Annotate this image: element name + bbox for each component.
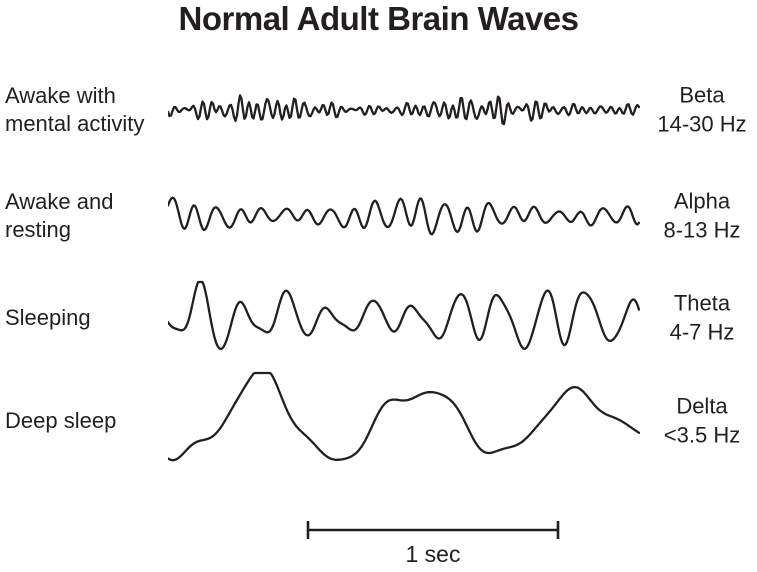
beta-wave-trace (168, 94, 640, 126)
wave-name: Beta (679, 82, 725, 108)
time-scale-bar (306, 521, 560, 539)
wave-name: Delta (676, 393, 728, 419)
wave-frequency-range: 14-30 Hz (657, 111, 747, 136)
wave-frequency-range: <3.5 Hz (663, 422, 741, 447)
condition-line: Deep sleep (5, 408, 117, 434)
wave-type-label-alpha: Alpha 8-13 Hz (648, 187, 756, 244)
condition-line: Awake with (5, 83, 116, 109)
condition-line: Awake and (5, 189, 114, 215)
wave-name: Theta (673, 290, 731, 316)
alpha-wave-trace (168, 196, 640, 236)
wave-name: Alpha (673, 188, 731, 214)
figure-title: Normal Adult Brain Waves (178, 0, 579, 37)
wave-type-label-theta: Theta 4-7 Hz (648, 289, 756, 346)
theta-wave-trace (168, 280, 640, 351)
condition-label-theta: Sleeping (5, 304, 165, 332)
wave-type-label-delta: Delta <3.5 Hz (648, 392, 756, 449)
delta-wave-trace (168, 371, 640, 462)
condition-label-beta: Awake with mental activity (5, 82, 165, 138)
condition-line: resting (5, 217, 72, 242)
condition-line: Sleeping (5, 305, 91, 331)
condition-label-delta: Deep sleep (5, 407, 165, 435)
time-scale-label: 1 sec (405, 541, 461, 567)
wave-type-label-beta: Beta 14-30 Hz (648, 81, 756, 138)
wave-frequency-range: 4-7 Hz (669, 319, 735, 344)
condition-label-alpha: Awake and resting (5, 188, 165, 244)
wave-frequency-range: 8-13 Hz (663, 217, 741, 242)
condition-line: mental activity (5, 111, 145, 136)
